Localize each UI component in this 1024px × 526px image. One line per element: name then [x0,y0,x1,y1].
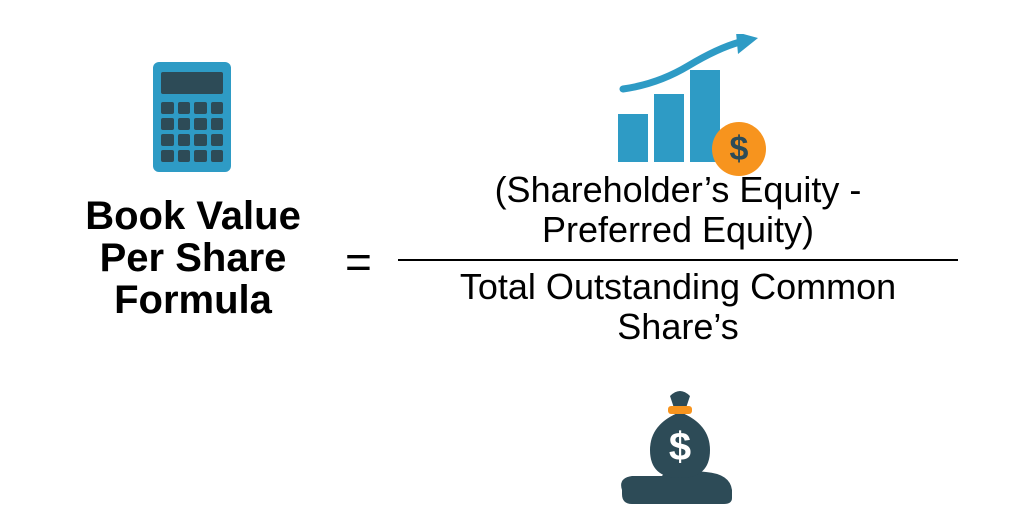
calculator-icon [153,62,231,172]
calculator-key [178,118,191,130]
chart-bars [618,70,720,162]
fraction-denominator: Total Outstanding Common Share’s [398,267,958,346]
calculator-key [161,118,174,130]
formula-infographic: Book Value Per Share Formula = $ (Shareh… [0,0,1024,526]
calculator-key [178,150,191,162]
formula-name: Book Value Per Share Formula [58,195,328,321]
formula-name-line: Book Value [58,195,328,237]
money-bag-hand-icon: $ [610,382,750,512]
formula-name-line: Per Share [58,237,328,279]
formula-fraction: (Shareholder’s Equity - Preferred Equity… [398,170,958,346]
calculator-key [194,150,207,162]
calculator-keys [161,102,223,162]
equals-sign: = [345,235,372,289]
denominator-line: Total Outstanding Common [460,266,896,307]
chart-bar [618,114,648,162]
fraction-bar [398,259,958,261]
formula-name-line: Formula [58,279,328,321]
calculator-key [211,134,224,146]
calculator-key [211,102,224,114]
chart-bar [654,94,684,162]
calculator-key [194,118,207,130]
money-bag-tie [668,406,692,414]
dollar-coin-icon: $ [712,122,766,176]
calculator-key [211,118,224,130]
growth-chart-icon: $ [618,42,758,162]
calculator-key [161,150,174,162]
dollar-sign-icon: $ [669,425,691,469]
numerator-line: Preferred Equity) [542,209,814,250]
calculator-key [194,102,207,114]
money-bag-top [670,391,690,408]
calculator-key [161,134,174,146]
numerator-line: (Shareholder’s Equity - [495,169,862,210]
calculator-body [153,62,231,172]
denominator-line: Share’s [617,306,738,347]
calculator-key [161,102,174,114]
calculator-key [194,134,207,146]
calculator-screen [161,72,223,94]
calculator-key [211,150,224,162]
calculator-key [178,134,191,146]
calculator-key [178,102,191,114]
fraction-numerator: (Shareholder’s Equity - Preferred Equity… [398,170,958,249]
